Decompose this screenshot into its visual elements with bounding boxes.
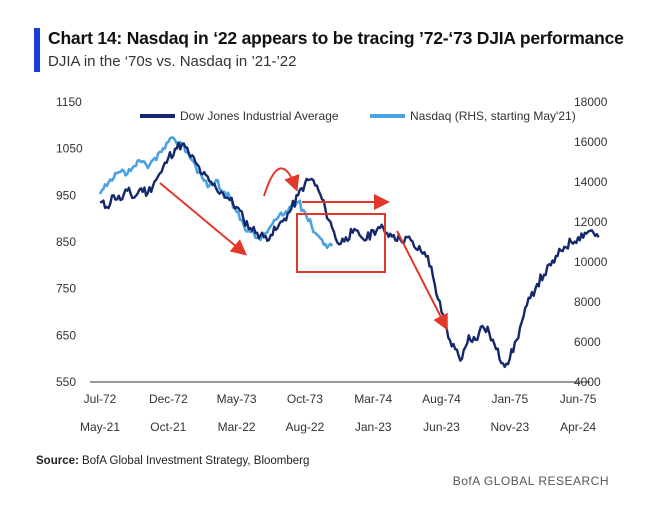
annotation-arrow-peak: [263, 167, 300, 197]
x-bottom-label: May-21: [80, 420, 120, 434]
annotation-arrow-decline: [159, 182, 248, 256]
chart-title: Chart 14: Nasdaq in ‘22 appears to be tr…: [48, 28, 624, 48]
legend: Dow Jones Industrial Average Nasdaq (RHS…: [140, 109, 576, 123]
source-label: Source:: [36, 455, 79, 467]
right-tick-label: 18000: [574, 95, 608, 109]
chart-subtitle: DJIA in the ‘70s vs. Nasdaq in ’21-’22: [48, 53, 297, 70]
right-tick-label: 10000: [574, 255, 608, 269]
x-top-label: Oct-73: [287, 392, 323, 406]
title-accent-bar: [34, 28, 40, 72]
left-tick-label: 850: [56, 235, 76, 249]
source-note: Source: BofA Global Investment Strategy,…: [36, 455, 309, 467]
x-bottom-label: Mar-22: [218, 420, 256, 434]
series-line-djia: [99, 141, 600, 369]
x-top-label: May-73: [217, 392, 257, 406]
x-top-label: Jun-75: [560, 392, 597, 406]
legend-label-djia: Dow Jones Industrial Average: [180, 109, 339, 123]
right-tick-label: 16000: [574, 135, 608, 149]
x-axis-top-labels: Jul-72 Dec-72 May-73 Oct-73 Mar-74 Aug-74 Jan-…: [84, 392, 597, 406]
right-tick-label: 6000: [574, 335, 601, 349]
annotation-layer: [159, 167, 448, 331]
x-top-label: Aug-74: [422, 392, 461, 406]
left-tick-label: 950: [56, 188, 76, 202]
left-axis-ticks: 1150 1050 950 850 750 650 550: [56, 95, 83, 389]
x-axis-bottom-labels: May-21 Oct-21 Mar-22 Aug-22 Jan-23 Jun-23 Nov-…: [80, 420, 596, 434]
annotation-arrow-forecast: [396, 230, 448, 331]
left-tick-label: 1050: [56, 142, 83, 156]
left-tick-label: 650: [56, 328, 76, 342]
x-bottom-label: Aug-22: [286, 420, 325, 434]
legend-label-nasdaq: Nasdaq (RHS, starting May'21): [410, 109, 576, 123]
left-tick-label: 550: [56, 375, 76, 389]
x-bottom-label: Oct-21: [150, 420, 186, 434]
right-tick-label: 8000: [574, 295, 601, 309]
left-tick-label: 1150: [56, 95, 82, 109]
x-bottom-label: Jun-23: [423, 420, 460, 434]
x-top-label: Jan-75: [491, 392, 528, 406]
x-bottom-label: Nov-23: [490, 420, 529, 434]
brand-footer: BofA GLOBAL RESEARCH: [452, 474, 609, 488]
x-bottom-label: Jan-23: [355, 420, 392, 434]
x-top-label: Dec-72: [149, 392, 188, 406]
source-text: BofA Global Investment Strategy, Bloombe…: [82, 455, 310, 467]
series-layer: [98, 136, 600, 369]
x-top-label: Jul-72: [84, 392, 117, 406]
right-tick-label: 12000: [574, 215, 608, 229]
annotation-box-range: [296, 213, 386, 273]
x-bottom-label: Apr-24: [560, 420, 596, 434]
left-tick-label: 750: [56, 282, 76, 296]
right-tick-label: 14000: [574, 175, 608, 189]
x-top-label: Mar-74: [354, 392, 392, 406]
chart-canvas: 1150 1050 950 850 750 650 550 18000 16000 14000 1…: [56, 95, 608, 434]
